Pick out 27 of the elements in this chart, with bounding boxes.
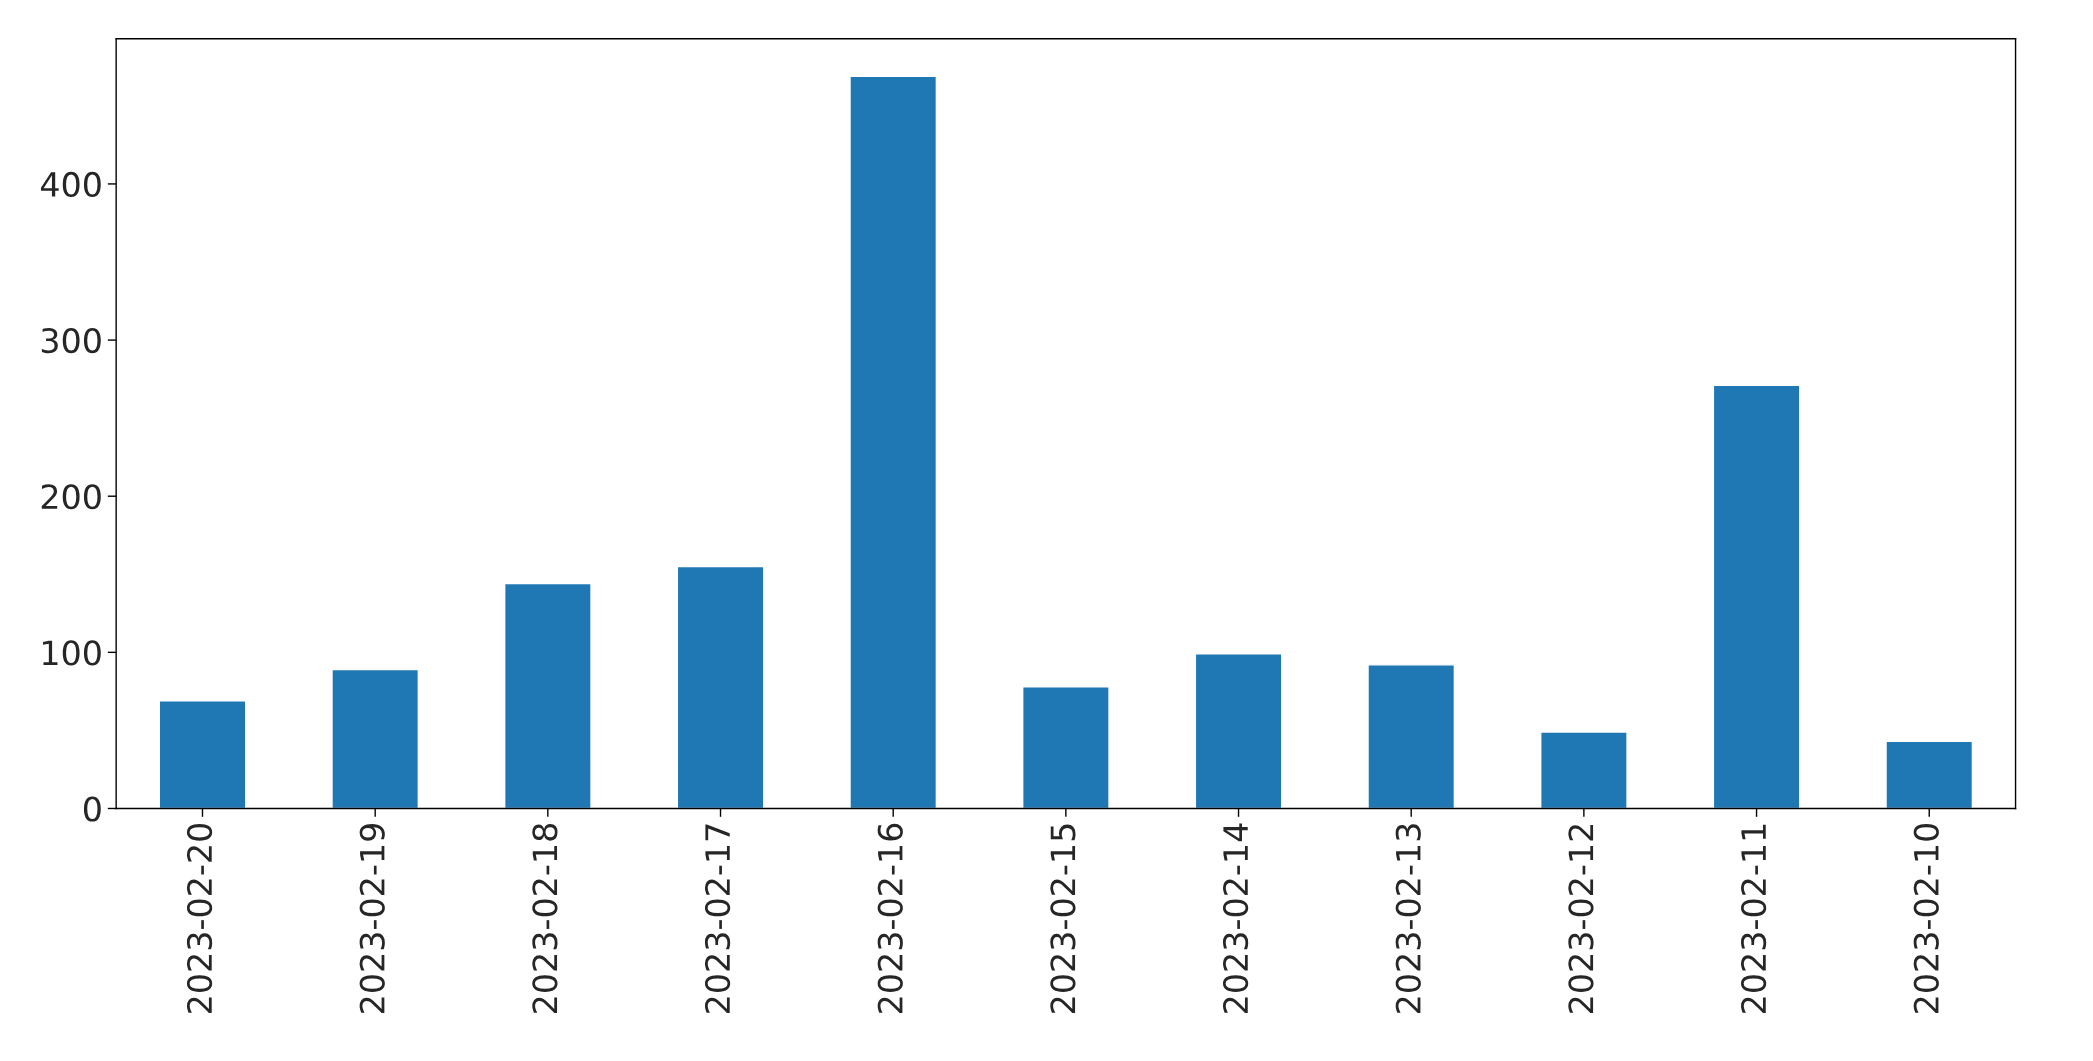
- y-tick-label: 400: [40, 171, 101, 198]
- x-tick-label: 2023-02-13: [1395, 824, 1421, 1013]
- bar: [1194, 653, 1283, 809]
- x-tick-label: 2023-02-11: [1741, 824, 1767, 1013]
- y-tick-label: 100: [43, 640, 101, 666]
- bar: [1367, 664, 1456, 809]
- x-tick-label: 2023-02-12: [1568, 825, 1594, 1013]
- bar: [676, 565, 765, 809]
- bar: [503, 582, 592, 809]
- y-tick-label: 200: [41, 484, 101, 510]
- y-tick-label: 300: [41, 328, 101, 354]
- bar: [1540, 731, 1628, 809]
- x-tick-label: 2023-02-19: [359, 824, 385, 1013]
- bar: [331, 668, 420, 809]
- x-tick-label: 2023-02-16: [877, 823, 903, 1013]
- bar: [849, 75, 938, 809]
- bar: [1021, 686, 1110, 809]
- x-tick-label: 2023-02-10: [1913, 823, 1939, 1013]
- x-tick-label: 2023-02-14: [1222, 823, 1249, 1013]
- bar: [1712, 384, 1801, 809]
- y-tick-label: 0: [83, 796, 101, 822]
- bar: [1885, 740, 1974, 809]
- x-tick-label: 2023-02-17: [704, 824, 731, 1013]
- bar: [158, 700, 247, 809]
- x-tick-label: 2023-02-20: [186, 823, 213, 1013]
- x-tick-label: 2023-02-15: [1050, 824, 1076, 1013]
- x-tick-label: 2023-02-18: [532, 823, 558, 1013]
